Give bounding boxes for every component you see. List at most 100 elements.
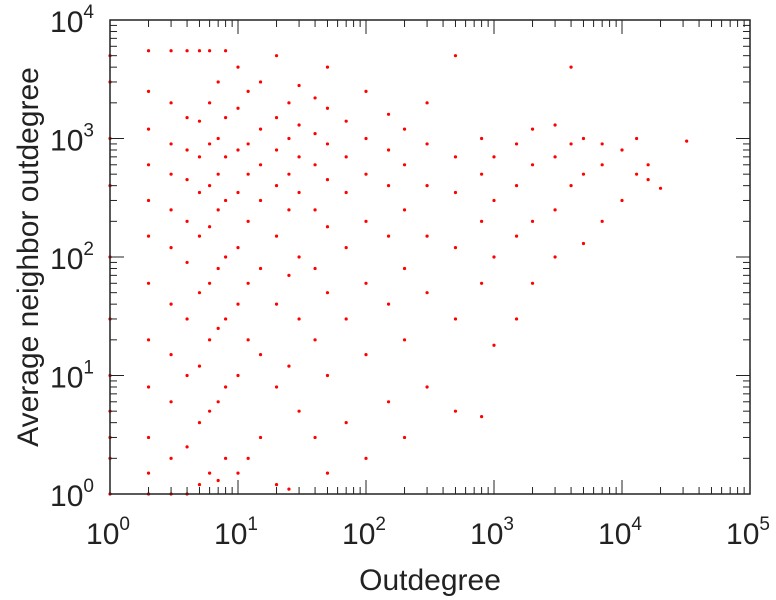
y-tick-label: 104 (50, 2, 94, 39)
data-point (313, 338, 317, 342)
data-point (208, 49, 212, 53)
data-point (386, 112, 391, 116)
data-point (246, 281, 250, 285)
data-point (146, 471, 151, 475)
data-point (313, 435, 317, 440)
data-point (274, 116, 279, 120)
data-point (216, 326, 220, 330)
data-point (287, 101, 291, 105)
data-point (480, 136, 484, 141)
data-point (197, 49, 202, 53)
data-point (581, 241, 586, 246)
data-point (344, 246, 348, 250)
data-point (185, 177, 189, 182)
data-point (364, 172, 368, 176)
data-point (480, 414, 484, 419)
data-point (325, 65, 330, 69)
data-point (236, 373, 240, 378)
data-point (224, 317, 228, 321)
data-point (146, 385, 151, 389)
data-point (146, 49, 151, 53)
data-point (480, 219, 484, 223)
data-point (216, 400, 220, 404)
data-point (553, 255, 557, 259)
data-point (492, 198, 496, 203)
data-point (208, 225, 212, 229)
data-point (313, 208, 317, 212)
data-point (325, 177, 330, 182)
data-point (246, 338, 250, 342)
data-point (620, 198, 624, 203)
data-point (325, 291, 330, 295)
data-point (453, 409, 458, 413)
data-point (224, 198, 228, 203)
data-point (274, 302, 279, 306)
data-point (169, 353, 173, 357)
data-point (197, 234, 202, 238)
y-tick-label: 103 (50, 121, 94, 158)
data-point (480, 281, 484, 285)
data-point (453, 54, 458, 58)
data-point (364, 281, 368, 285)
data-point (274, 184, 279, 188)
data-point (287, 172, 291, 176)
data-point (274, 483, 279, 487)
data-point (246, 219, 250, 223)
data-point (216, 266, 220, 271)
data-point (197, 364, 202, 368)
data-point (258, 80, 263, 84)
data-point (197, 291, 202, 295)
data-point (274, 54, 279, 58)
data-point (169, 49, 173, 53)
data-point (224, 155, 228, 159)
data-point (453, 190, 458, 195)
data-point (313, 131, 317, 136)
data-point (425, 291, 429, 295)
data-point (236, 471, 240, 475)
data-point (514, 142, 519, 146)
data-point (224, 116, 228, 120)
data-point (325, 225, 330, 229)
data-point (530, 219, 535, 223)
data-point (553, 123, 557, 127)
data-point (236, 106, 240, 110)
x-tick-label: 105 (726, 514, 770, 551)
y-tick-label: 100 (50, 476, 94, 513)
data-point (216, 478, 220, 483)
data-point (236, 65, 240, 69)
data-point (402, 266, 407, 271)
data-point (208, 142, 212, 146)
data-point (453, 155, 458, 159)
data-point (297, 123, 301, 127)
data-point (425, 385, 429, 389)
data-point (492, 155, 496, 159)
y-axis-title: Average neighbor outdegree (12, 67, 45, 447)
data-point (224, 255, 228, 259)
data-point (658, 186, 663, 190)
data-point (185, 49, 189, 53)
data-point (364, 353, 368, 357)
data-point (600, 219, 604, 223)
data-point (402, 338, 407, 342)
data-point (258, 127, 263, 131)
data-point (208, 101, 212, 105)
data-point (480, 172, 484, 176)
data-point (492, 343, 496, 347)
data-point (197, 190, 202, 195)
data-point (258, 266, 263, 271)
data-point (530, 163, 535, 167)
data-point (236, 190, 240, 195)
data-point (325, 106, 330, 110)
data-point (146, 163, 151, 167)
data-point (169, 246, 173, 250)
data-point (600, 142, 604, 146)
data-point (246, 142, 250, 146)
data-points (108, 49, 689, 496)
data-point (620, 148, 624, 152)
data-point (364, 456, 368, 460)
data-point (634, 136, 639, 141)
data-point (236, 246, 240, 250)
data-point (169, 101, 173, 105)
data-point (402, 163, 407, 167)
data-point (344, 317, 348, 321)
